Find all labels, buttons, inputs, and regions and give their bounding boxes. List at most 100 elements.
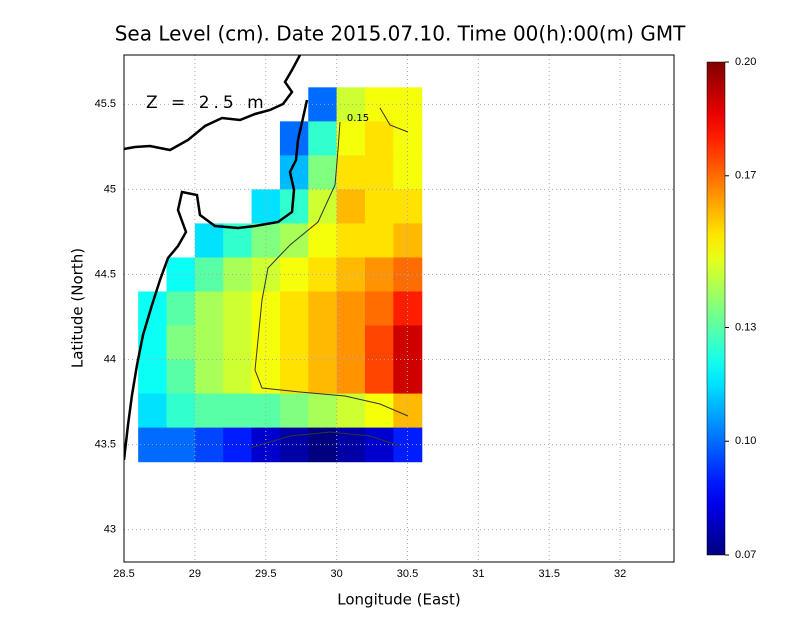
cell [166, 359, 196, 395]
y-tick-label: 44.5 [95, 268, 116, 280]
cell [364, 427, 394, 463]
cell [308, 325, 338, 361]
cell [251, 393, 281, 429]
x-tick-label: 30.5 [397, 568, 418, 580]
colorbar-label: 0.13 [735, 321, 756, 333]
y-tick-label: 45 [104, 183, 116, 195]
map-overlay [124, 55, 409, 461]
colorbar-label: 0.20 [735, 56, 756, 68]
x-axis-title: Longitude (East) [337, 591, 460, 609]
cell [393, 359, 423, 395]
cell [364, 393, 394, 429]
cell [166, 291, 196, 327]
colorbar-label: 0.17 [735, 170, 756, 182]
contour-line [379, 107, 409, 133]
cell [393, 155, 423, 191]
cell [364, 189, 394, 225]
cell [393, 223, 423, 259]
cell [393, 393, 423, 429]
x-tick-label: 31 [472, 568, 484, 580]
cell [336, 155, 366, 191]
cell [308, 121, 338, 156]
cell [336, 291, 366, 327]
x-tick-label: 29.5 [255, 568, 276, 580]
field [138, 87, 423, 463]
cell [336, 393, 366, 429]
cell [223, 393, 253, 429]
cell [336, 223, 366, 259]
cell [138, 359, 168, 395]
cell [393, 291, 423, 327]
cell [393, 87, 423, 122]
cell [194, 427, 224, 463]
cell [364, 155, 394, 191]
cell [308, 393, 338, 429]
coastline [124, 55, 302, 152]
cell [336, 121, 366, 156]
colorbar [706, 61, 726, 556]
cell [364, 121, 394, 156]
y-axis-title: Latitude (North) [69, 248, 87, 368]
cell [393, 189, 423, 225]
cell [393, 325, 423, 361]
cell [364, 325, 394, 361]
cell [364, 223, 394, 259]
cell [166, 257, 196, 293]
cell [194, 325, 224, 361]
cell [166, 393, 196, 429]
cell [364, 87, 394, 122]
y-tick-label: 43 [104, 524, 116, 536]
cell [194, 291, 224, 327]
cell [138, 291, 168, 327]
cell [194, 223, 224, 259]
cell [251, 325, 281, 361]
x-tick-label: 31.5 [539, 568, 560, 580]
cell [194, 359, 224, 395]
cell [251, 291, 281, 327]
cell [308, 359, 338, 395]
cell [336, 325, 366, 361]
cell [279, 359, 309, 395]
cell [308, 291, 338, 327]
colorbar-label: 0.07 [735, 549, 756, 561]
cell [364, 359, 394, 395]
cell [364, 291, 394, 327]
cell [279, 393, 309, 429]
cell [251, 223, 281, 259]
x-tick-label: 28.5 [113, 568, 134, 580]
cell [308, 223, 338, 259]
cell [393, 257, 423, 293]
contour-line [254, 121, 409, 417]
y-tick-label: 43.5 [95, 439, 116, 451]
cell [308, 189, 338, 225]
y-tick-label: 45.5 [95, 98, 116, 110]
depth-annotation: Z = 2.5 m [146, 93, 268, 113]
chart-title: Sea Level (cm). Date 2015.07.10. Time 00… [115, 22, 686, 46]
coastline [124, 99, 309, 461]
cell [166, 325, 196, 361]
cell [336, 359, 366, 395]
contour-label: 0.15 [347, 113, 369, 124]
x-tick-label: 29 [189, 568, 201, 580]
cell [279, 121, 309, 156]
cell [223, 257, 253, 293]
x-tick-label: 32 [614, 568, 626, 580]
cell [223, 359, 253, 395]
cell [393, 121, 423, 156]
cell [279, 291, 309, 327]
cell [223, 291, 253, 327]
cell [336, 189, 366, 225]
cell [138, 393, 168, 429]
cell [364, 257, 394, 293]
y-tick-label: 44 [104, 353, 116, 365]
cell [194, 393, 224, 429]
colorbar-label: 0.10 [735, 435, 756, 447]
plot-frame [123, 54, 675, 563]
cell [308, 155, 338, 191]
cell [223, 427, 253, 463]
cell [194, 257, 224, 293]
cell [166, 427, 196, 463]
contour-line [249, 431, 401, 449]
x-tick-label: 30 [331, 568, 343, 580]
